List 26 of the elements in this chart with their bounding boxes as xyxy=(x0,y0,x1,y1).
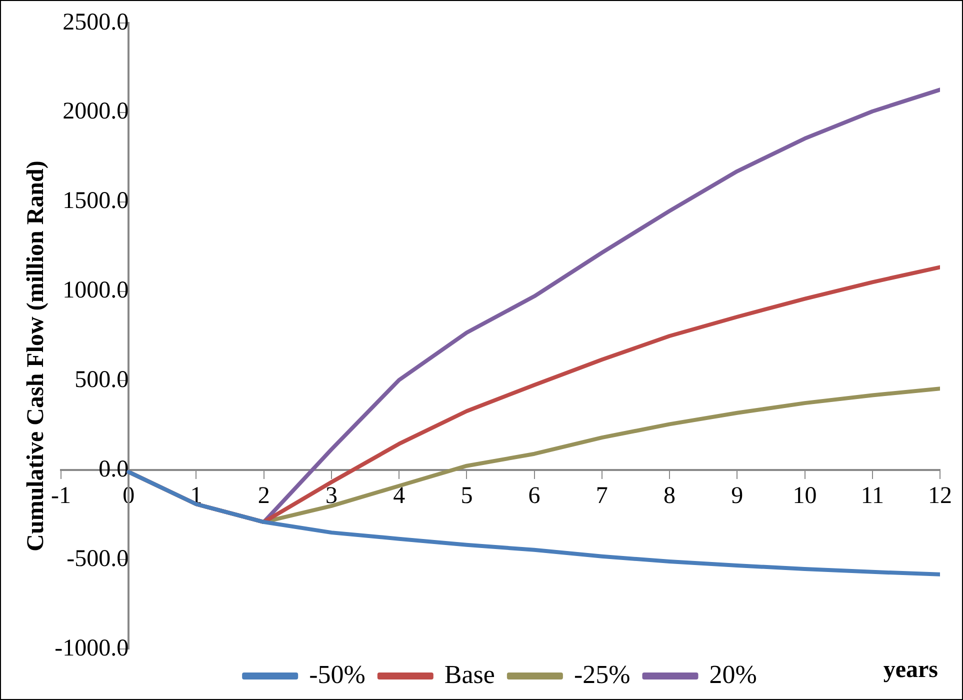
x-tick-label: 8 xyxy=(664,482,676,509)
x-tick-label: 6 xyxy=(528,482,540,509)
y-tick-label: 1500.0 xyxy=(62,188,129,214)
x-tick-label: 3 xyxy=(325,482,338,509)
y-tick-label: -500.0 xyxy=(66,546,129,572)
y-tick-label: 0.0 xyxy=(98,456,129,482)
x-tick-label: 10 xyxy=(792,482,817,509)
legend-label: -50% xyxy=(309,660,366,689)
legend-label: Base xyxy=(444,660,495,689)
x-tick-label: 2 xyxy=(258,482,270,509)
y-axis-title: Cumulative Cash Flow (million Rand) xyxy=(23,160,50,552)
x-tick-label: 11 xyxy=(860,482,884,509)
legend-label: -25% xyxy=(574,660,630,689)
x-axis-title: years xyxy=(883,657,938,684)
x-tick-label: 4 xyxy=(393,482,406,509)
x-tick-label: 5 xyxy=(460,482,473,509)
x-tick-label: -1 xyxy=(51,482,71,509)
y-tick-label: 500.0 xyxy=(74,367,129,394)
y-tick-label: 1000.0 xyxy=(62,278,129,304)
y-tick-label: 2500.0 xyxy=(62,9,129,36)
x-tick-label: 12 xyxy=(928,482,952,509)
y-tick-label: 2000.0 xyxy=(62,98,129,125)
x-tick-label: 7 xyxy=(596,482,608,509)
x-tick-label: 9 xyxy=(731,482,744,509)
legend-label: 20% xyxy=(709,660,757,689)
y-tick-label: -1000.0 xyxy=(54,635,129,662)
